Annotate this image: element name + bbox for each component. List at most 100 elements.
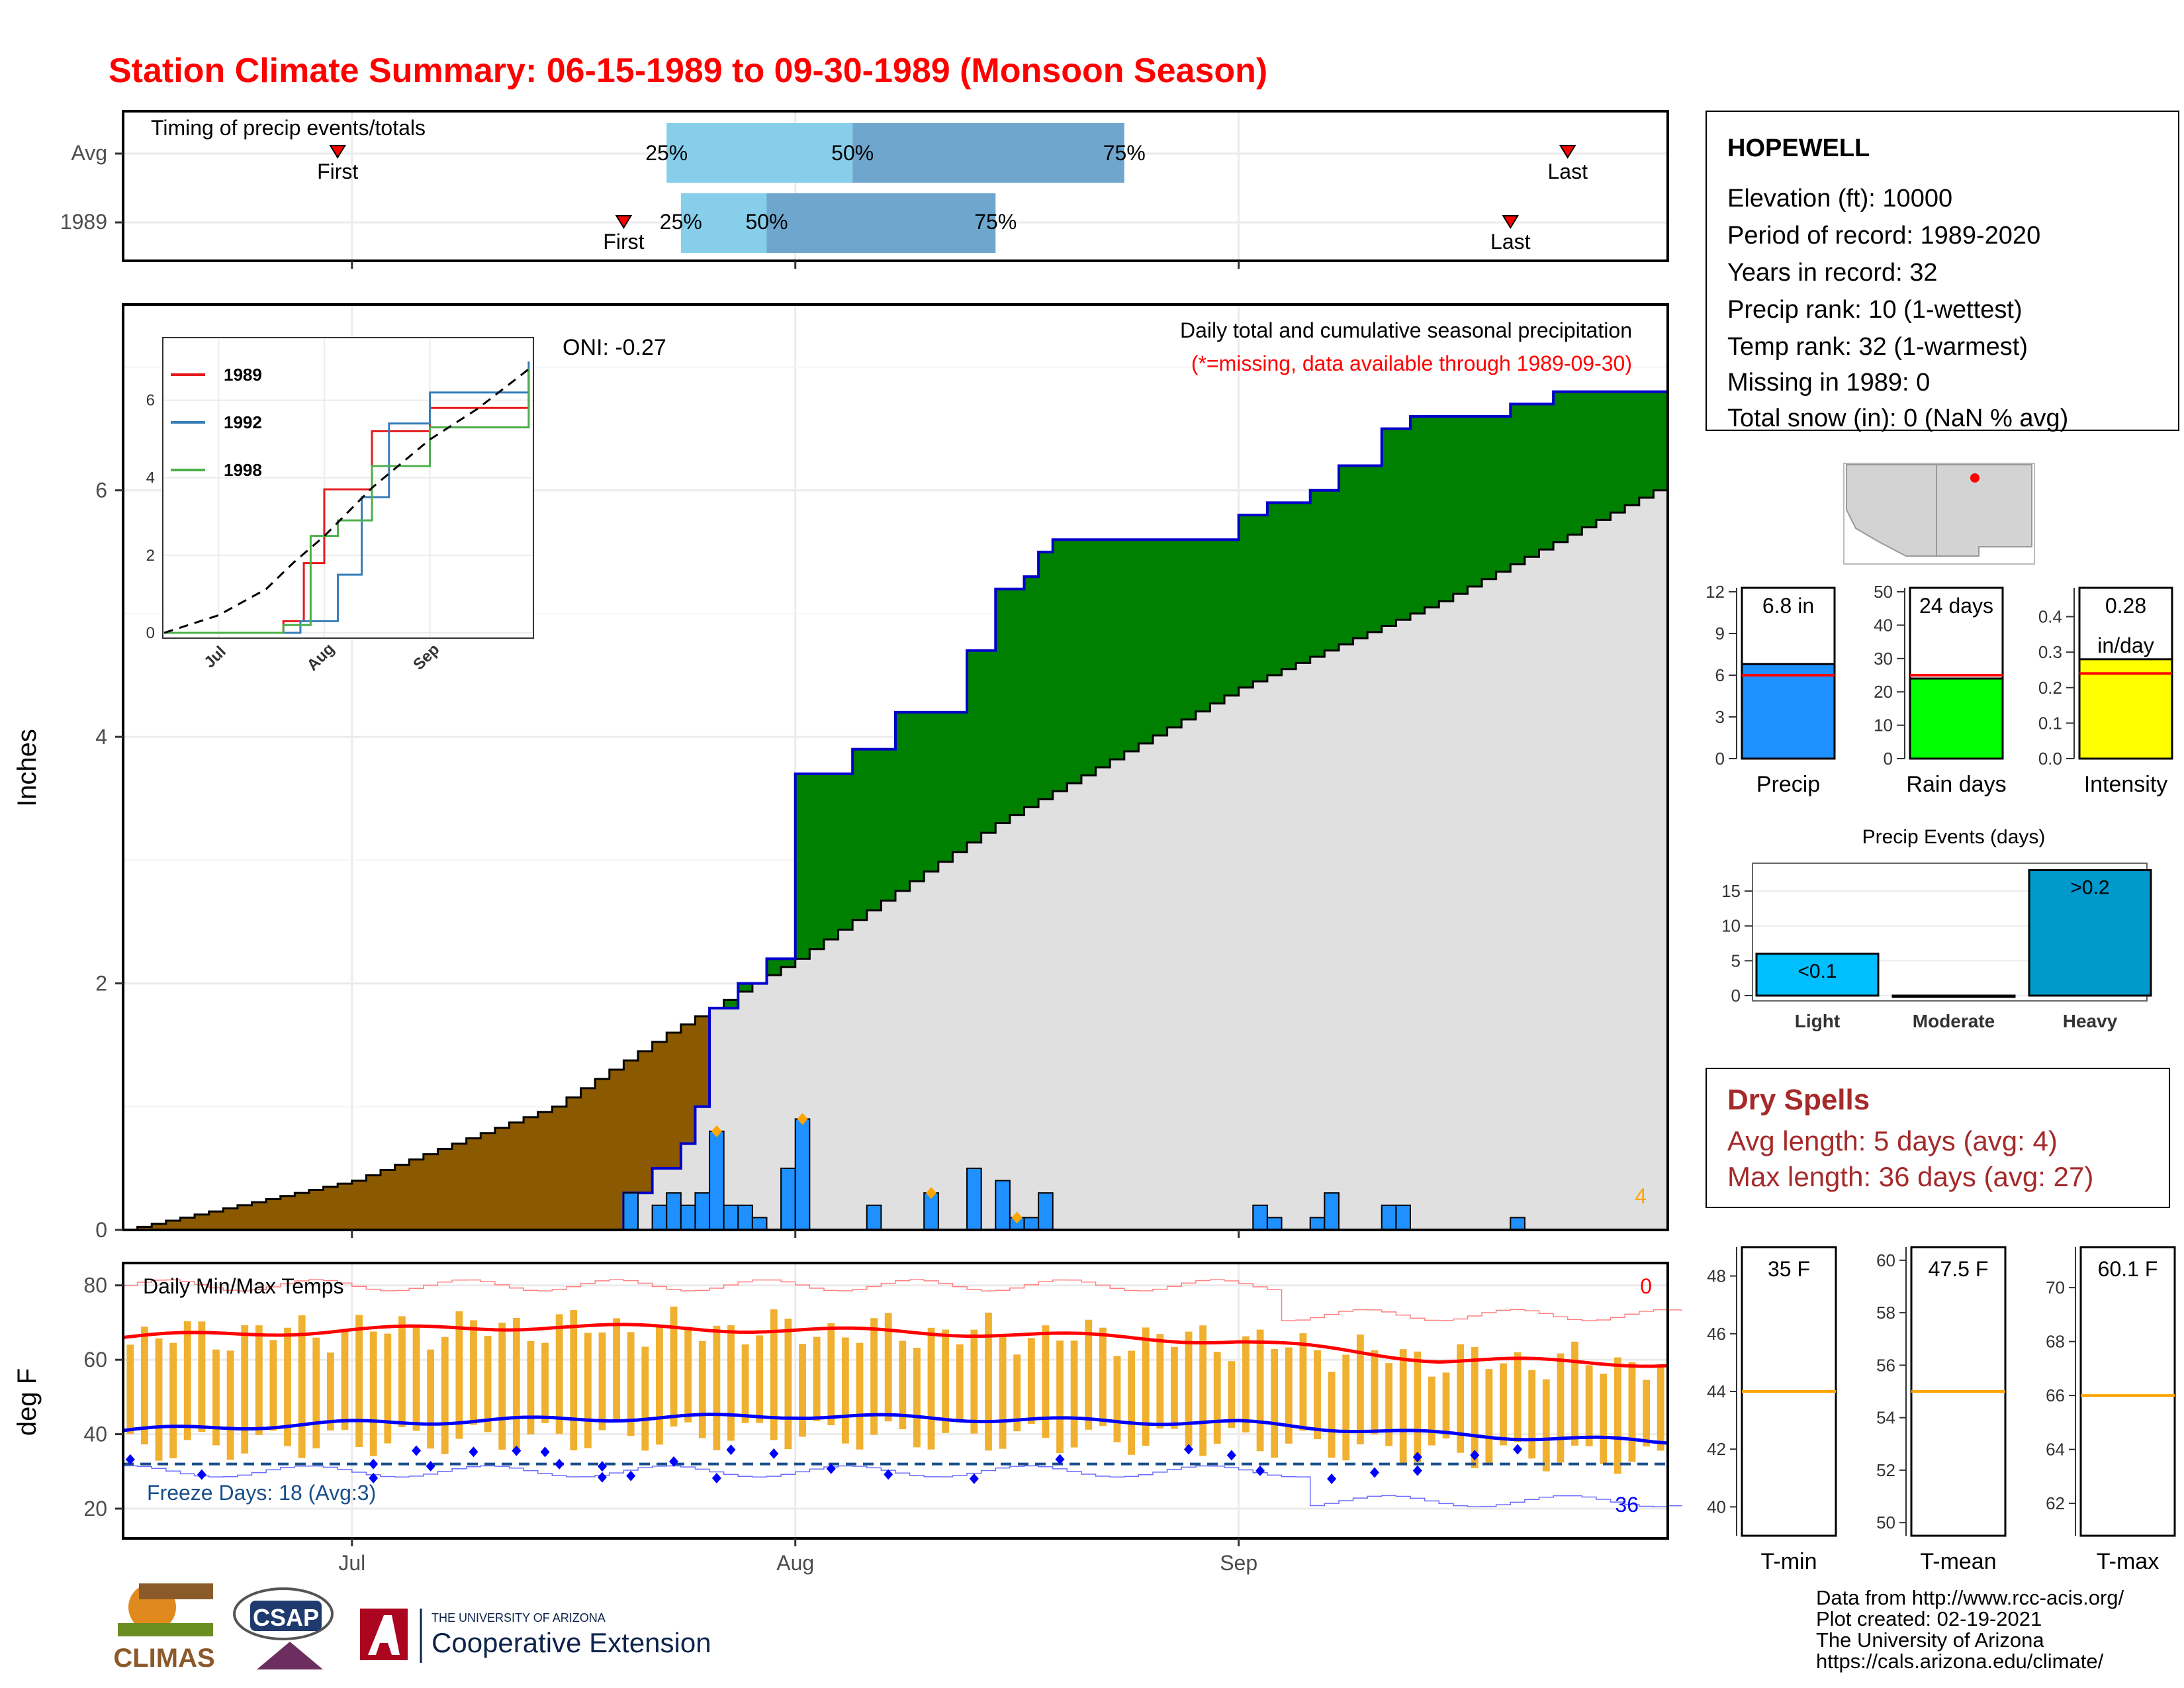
min-temp-marker-icon: [1226, 1450, 1236, 1461]
precip-frame: [122, 303, 1669, 1231]
daily-temp-bar: [942, 1329, 950, 1433]
station-line: Precip rank: 10 (1-wettest): [1727, 296, 2023, 324]
mini-bar-y-tick-label: 30: [1874, 649, 1893, 669]
daily-temp-bar: [913, 1348, 921, 1448]
daily-precip-bar: [866, 1204, 882, 1231]
daily-temp-bar: [899, 1340, 907, 1430]
daily-temp-bar: [498, 1323, 506, 1450]
daily-temp-bar: [956, 1344, 964, 1423]
mini-bar-y-tick-label: 50: [1874, 582, 1893, 602]
daily-precip-bar: [680, 1204, 696, 1231]
figure-title: Station Climate Summary: 06-15-1989 to 0…: [109, 52, 1267, 90]
dry-spells-title: Dry Spells: [1727, 1084, 1870, 1116]
mini-bar-charts: 0 3 6 9 12 6.8 in Precip 0 10 20 30 40 50 24 days Rain…: [1706, 582, 2173, 797]
min-temp-marker-icon: [540, 1446, 550, 1458]
daily-temp-bar: [1542, 1379, 1550, 1472]
temp-box-y-tick-label: 50: [1876, 1513, 1895, 1532]
daily-temp-bar: [298, 1315, 306, 1458]
daily-temp-bar: [1614, 1357, 1621, 1474]
precip-y-tick-label: 6: [95, 479, 107, 502]
daily-temp-bar: [1213, 1352, 1221, 1444]
daily-temp-bar: [841, 1337, 849, 1444]
daily-temp-bar: [827, 1323, 835, 1426]
daily-temp-bar: [1628, 1362, 1636, 1462]
station-line: Total snow (in): 0 (NaN % avg): [1727, 404, 2068, 432]
daily-temp-bar: [813, 1336, 821, 1421]
csap-logo: CSAP: [233, 1587, 334, 1669]
precip-panel: 0 2 4 6 Inches ONI: -0.27 Daily total and c…: [13, 303, 1669, 1242]
daily-temp-bar: [698, 1340, 706, 1438]
temp-box-y-tick-label: 48: [1707, 1266, 1726, 1286]
events-category-label: Moderate: [1913, 1011, 1995, 1031]
peak-marker-icon: [711, 1125, 722, 1138]
min-temp-marker-icon: [426, 1460, 435, 1472]
daily-temp-bar: [369, 1331, 377, 1456]
daily-temp-bar: [441, 1336, 449, 1454]
daily-precip-bar: [1023, 1217, 1040, 1231]
daily-temp-bar: [727, 1325, 735, 1441]
oni-value: ONI: -0.27: [563, 335, 666, 360]
daily-temp-bar: [770, 1309, 778, 1440]
min-temp-marker-icon: [555, 1458, 565, 1470]
station-box-frame: [1706, 111, 2179, 431]
timing-marker-icon: [1502, 215, 1520, 229]
precip-y-axis-label: Inches: [13, 729, 42, 807]
inset-frame: [162, 337, 534, 639]
daily-temp-bar: [1185, 1331, 1193, 1447]
mini-bar-value-text: 6.8 in: [1762, 594, 1814, 618]
temp-box-value-text: 35 F: [1768, 1257, 1810, 1281]
min-temp-marker-icon: [1055, 1454, 1065, 1465]
mini-bar-y-tick-label: 3: [1715, 707, 1725, 727]
ua-small-text: THE UNIVERSITY OF ARIZONA: [432, 1611, 606, 1624]
min-temp-marker-icon: [125, 1454, 135, 1465]
daily-precip-bar: [794, 1118, 811, 1231]
events-content: 0 5 10 15 <0.1 Light Moderate >0.2 Heavy: [1721, 869, 2152, 1031]
temp-y-axis-label: deg F: [13, 1368, 42, 1436]
min-temp-marker-icon: [726, 1444, 736, 1456]
mini-bar-y-tick-label: 6: [1715, 665, 1725, 685]
daily-temp-bar: [1500, 1363, 1507, 1446]
inset-y-tick-label: 6: [146, 392, 155, 410]
station-name: HOPEWELL: [1727, 134, 1870, 162]
station-line: Missing in 1989: 0: [1727, 369, 1930, 397]
dry-spells-box: Dry Spells Avg length: 5 days (avg: 4) M…: [1706, 1068, 2170, 1208]
timing-marker-label: First: [317, 160, 358, 183]
daily-temp-bar: [1428, 1376, 1435, 1446]
map-states: [1846, 464, 2032, 557]
footer-line: Data from http://www.rcc-acis.org/: [1816, 1586, 2124, 1609]
daily-temp-bar: [398, 1316, 406, 1428]
daily-temp-bar: [598, 1332, 606, 1430]
daily-precip-bar: [966, 1167, 982, 1231]
daily-precip-bar: [1252, 1204, 1268, 1231]
events-title: Precip Events (days): [1862, 826, 2046, 848]
inset-legend-label: 1998: [224, 460, 262, 480]
temp-box-label: T-max: [2097, 1549, 2159, 1574]
min-temp-marker-icon: [1412, 1452, 1422, 1463]
daily-temp-bar: [1528, 1370, 1536, 1459]
min-temp-marker-icon: [1255, 1465, 1265, 1476]
timing-title: Timing of precip events/totals: [151, 116, 426, 140]
mini-bar-value-text: 24 days: [1919, 594, 1993, 618]
daily-temp-bar: [1042, 1325, 1050, 1438]
daily-temp-bar: [670, 1306, 678, 1427]
daily-temp-bar: [470, 1320, 477, 1425]
temp-y-tick-label: 60: [83, 1348, 107, 1372]
temp-y-tick-label: 20: [83, 1497, 107, 1521]
ua-a-mark: [368, 1615, 400, 1655]
timing-q75-label: 75%: [1103, 141, 1146, 165]
daily-temp-bar: [784, 1318, 792, 1450]
mini-bar-y-tick-label: 40: [1874, 615, 1893, 635]
daily-temp-bar: [1085, 1319, 1093, 1430]
daily-temp-bar: [484, 1335, 492, 1432]
cumulative-1989-line: [123, 390, 1668, 1231]
daily-temp-bar: [541, 1342, 549, 1423]
temp-box-y-tick-label: 56: [1876, 1355, 1895, 1375]
min-temp-marker-icon: [369, 1472, 379, 1483]
station-line: Years in record: 32: [1727, 259, 1938, 287]
daily-temp-bar: [212, 1349, 220, 1446]
daily-temp-bar: [155, 1338, 163, 1461]
temp-box-y-tick-label: 42: [1707, 1439, 1726, 1459]
temp-x-tick-label: Aug: [776, 1551, 814, 1575]
daily-temp-bar: [1070, 1340, 1078, 1448]
min-temp-marker-icon: [769, 1448, 779, 1459]
